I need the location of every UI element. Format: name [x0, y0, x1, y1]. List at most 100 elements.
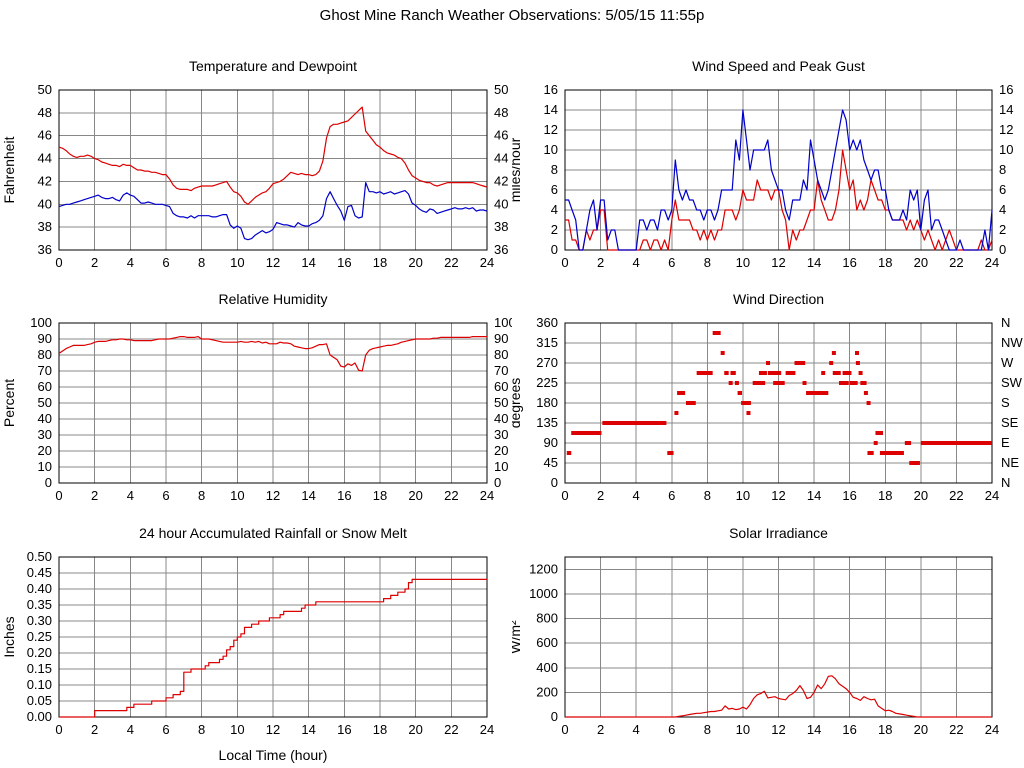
y-tick-label: 14 — [544, 102, 558, 117]
x-tick-label: 12 — [266, 722, 280, 737]
x-tick-label: 10 — [736, 488, 750, 503]
wind-direction-segment — [677, 391, 686, 395]
dewpoint-line — [58, 182, 488, 241]
y-tick-label-right: SW — [1001, 375, 1023, 390]
plot-frame — [58, 556, 488, 718]
accumulated-rainfall-line — [59, 578, 487, 718]
y-tick-label: 70 — [38, 363, 52, 378]
y-tick-label-right: 70 — [494, 363, 508, 378]
x-tick-label: 2 — [597, 255, 604, 270]
y-tick-label: 135 — [536, 415, 558, 430]
y-tick-label-right: SE — [1001, 415, 1019, 430]
y-axis-label: W/m² — [512, 620, 523, 654]
y-tick-label: 180 — [536, 395, 558, 410]
x-tick-label: 22 — [444, 488, 458, 503]
y-tick-label-right: 0 — [494, 475, 501, 490]
y-tick-label: 0.00 — [27, 709, 52, 724]
wind-direction-segment — [842, 371, 852, 375]
x-tick-label: 18 — [373, 722, 387, 737]
y-tick-label: 60 — [38, 379, 52, 394]
y-tick-label: 1200 — [529, 561, 558, 576]
x-tick-label: 12 — [771, 255, 785, 270]
gridlines — [565, 557, 992, 717]
wind-direction-segment — [858, 371, 863, 375]
y-tick-label-right: NW — [1001, 335, 1023, 350]
y-tick-label: 600 — [536, 635, 558, 650]
solar-irradiance-line — [565, 675, 992, 718]
y-tick-label-right: 8 — [999, 162, 1006, 177]
y-axis-label: degrees — [512, 378, 523, 429]
y-tick-label: 36 — [38, 242, 52, 257]
wind-direction-segment — [602, 421, 667, 425]
peak-gust-line — [565, 109, 993, 251]
y-tick-label-right: 44 — [494, 151, 508, 166]
wind-direction-segment — [773, 381, 785, 385]
x-axis-label: Local Time (hour) — [219, 747, 328, 763]
page-title: Ghost Mine Ranch Weather Observations: 5… — [319, 7, 705, 24]
x-tick-label: 10 — [230, 488, 244, 503]
wind-direction-segment — [746, 411, 751, 415]
wind-direction-segment — [920, 441, 992, 445]
x-tick-label: 20 — [408, 488, 422, 503]
wind-direction-segment — [724, 371, 729, 375]
y-tick-label: 8 — [551, 162, 558, 177]
x-tick-label: 24 — [985, 722, 999, 737]
wind-direction-segment — [867, 451, 874, 455]
y-tick-label: 40 — [38, 411, 52, 426]
chart-title: Solar Irradiance — [729, 525, 828, 541]
x-tick-label: 16 — [337, 488, 351, 503]
wind-direction-segment — [855, 351, 860, 355]
y-tick-label-right: 20 — [494, 443, 508, 458]
x-tick-label: 0 — [561, 722, 568, 737]
x-tick-label: 10 — [736, 722, 750, 737]
temperature-line — [58, 106, 488, 205]
y-tick-label-right: 90 — [494, 331, 508, 346]
y-tick-label-right: 48 — [494, 105, 508, 120]
wind-direction-segment — [730, 371, 736, 375]
plot-frame — [564, 89, 993, 251]
y-tick-label: 50 — [38, 395, 52, 410]
y-tick-label-right: 60 — [494, 379, 508, 394]
y-axis-label: miles/hour — [512, 137, 523, 202]
wind-direction-segment — [571, 431, 602, 435]
y-tick-label-right: 30 — [494, 427, 508, 442]
y-tick-label-right: 0 — [999, 242, 1006, 257]
y-tick-label: 30 — [38, 427, 52, 442]
x-tick-label: 0 — [561, 255, 568, 270]
x-tick-label: 20 — [408, 255, 422, 270]
y-tick-label: 40 — [38, 196, 52, 211]
y-tick-label-right: 10 — [494, 459, 508, 474]
x-tick-label: 20 — [914, 255, 928, 270]
y-tick-label-right: 14 — [999, 102, 1013, 117]
x-tick-label: 2 — [91, 722, 98, 737]
wind-direction-segment — [667, 451, 674, 455]
y-tick-label: 100 — [30, 315, 52, 330]
x-tick-label: 24 — [480, 488, 494, 503]
plot-frame — [58, 322, 488, 484]
x-tick-label: 4 — [127, 255, 134, 270]
x-tick-label: 4 — [127, 488, 134, 503]
x-tick-label: 16 — [337, 255, 351, 270]
x-tick-label: 18 — [878, 722, 892, 737]
y-tick-label: 44 — [38, 151, 52, 166]
wind-direction-segment — [832, 371, 841, 375]
wind-direction-segment — [879, 451, 904, 455]
y-tick-label-right: 6 — [999, 182, 1006, 197]
wind-direction-segment — [566, 451, 572, 455]
y-tick-label-right: N — [1001, 315, 1010, 330]
y-tick-label-right: 4 — [999, 202, 1006, 217]
x-tick-label: 4 — [633, 488, 640, 503]
y-tick-label-right: 40 — [494, 196, 508, 211]
x-tick-label: 6 — [162, 488, 169, 503]
x-tick-label: 24 — [480, 255, 494, 270]
x-tick-label: 24 — [985, 255, 999, 270]
y-tick-label: 0.15 — [27, 661, 52, 676]
x-tick-label: 2 — [91, 255, 98, 270]
y-tick-label-right: 36 — [494, 242, 508, 257]
x-tick-label: 16 — [842, 255, 856, 270]
wind-direction-segment — [685, 401, 696, 405]
y-tick-label: 10 — [544, 142, 558, 157]
wind-direction-segment — [909, 461, 920, 465]
